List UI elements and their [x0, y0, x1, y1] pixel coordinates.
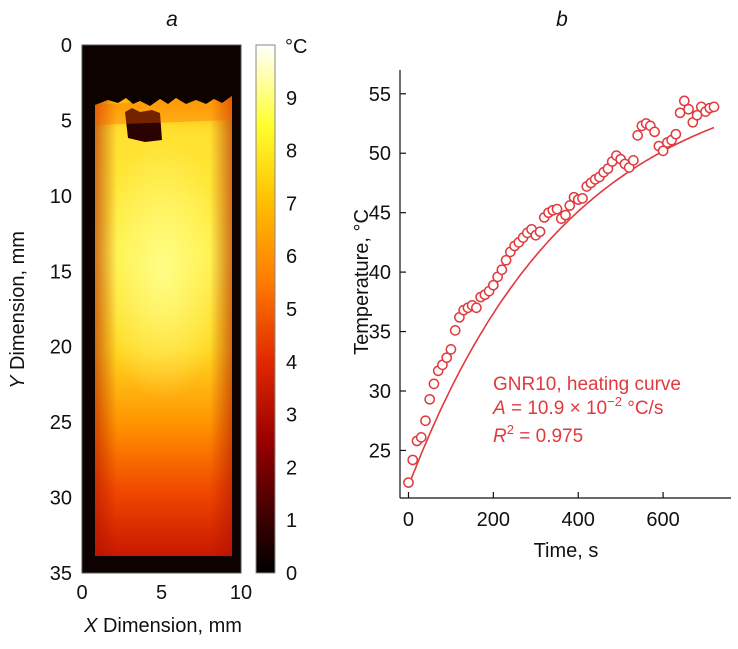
heatmap-y-ticks: 0 5 10 15 20 25 30 35 [50, 35, 72, 585]
data-point [488, 279, 499, 291]
curve-y-tick-label: 40 [369, 262, 391, 284]
data-point [496, 264, 508, 276]
heatmap-y-tick-label: 15 [50, 261, 72, 283]
data-point [407, 454, 419, 466]
data-point [471, 302, 482, 314]
rate-variable: A [492, 398, 506, 419]
data-point [670, 128, 682, 140]
data-point [678, 95, 690, 107]
y-label-text: Dimension, mm [7, 231, 29, 375]
colorbar-tick-label: 5 [286, 299, 297, 321]
data-point [649, 126, 660, 138]
data-point [683, 103, 694, 115]
curve-x-tick-label: 0 [403, 509, 414, 531]
panel-a-label: a [166, 8, 178, 31]
rate-exponent: −2 [607, 394, 622, 409]
heatmap-y-axis-label: Y Dimension, mm [7, 231, 29, 389]
r2-variable: R [493, 426, 507, 447]
data-point [415, 432, 427, 443]
data-point [628, 155, 639, 166]
heatmap-y-tick-label: 10 [50, 186, 72, 208]
heatmap-x-tick-label: 5 [156, 582, 167, 604]
data-point [403, 477, 414, 488]
data-point [560, 209, 571, 221]
data-point [449, 325, 461, 336]
curve-annotation: GNR10, heating curve A = 10.9 × 10−2 °C/… [492, 374, 681, 447]
colorbar-ticks: 0 1 2 3 4 5 6 7 8 9 [286, 88, 297, 585]
curve-x-tick-label: 200 [477, 509, 510, 531]
curve-y-tick-label: 30 [369, 381, 391, 403]
annotation-rate: A = 10.9 × 10−2 °C/s [492, 394, 663, 419]
heating-curve-plot: 25 30 35 40 45 50 55 0 200 400 600 [369, 70, 731, 531]
x-label-text: Dimension, mm [97, 615, 241, 637]
curve-y-ticks: 25 30 35 40 45 50 55 [369, 84, 406, 462]
colorbar-tick-label: 7 [286, 193, 297, 215]
curve-y-tick-label: 50 [369, 143, 391, 165]
heatmap-x-axis-label: X Dimension, mm [83, 615, 242, 637]
hot-zone [98, 140, 228, 400]
annotation-r2: R2 = 0.975 [493, 422, 583, 447]
data-point [534, 226, 546, 238]
curve-x-tick-label: 400 [562, 509, 595, 531]
data-point [577, 193, 588, 204]
curve-x-axis-label: Time, s [534, 540, 599, 562]
colorbar-tick-label: 2 [286, 457, 297, 479]
heatmap-x-tick-label: 0 [76, 582, 87, 604]
colorbar-tick-label: 0 [286, 563, 297, 585]
annotation-series-name: GNR10, heating curve [493, 374, 681, 395]
colorbar-tick-label: 1 [286, 510, 297, 532]
x-label-variable: X [83, 615, 98, 637]
curve-y-axis-label: Temperature, °C [351, 209, 373, 355]
data-point [420, 415, 431, 427]
rate-value: = 10.9 × 10 [506, 398, 607, 419]
heated-sample [95, 96, 232, 556]
colorbar: °C 0 1 2 3 4 5 6 7 8 9 [255, 36, 307, 585]
data-point [708, 101, 720, 113]
colorbar-tick-label: 9 [286, 88, 297, 110]
heatmap-x-ticks: 0 5 10 [76, 582, 252, 604]
colorbar-gradient [255, 44, 276, 574]
heatmap-y-tick-label: 25 [50, 412, 72, 434]
sample-right-edge [210, 96, 232, 556]
heatmap-plot [81, 44, 242, 574]
heatmap-x-tick-label: 10 [230, 582, 252, 604]
surface-band [95, 96, 232, 125]
heatmap-frame [81, 44, 242, 574]
colorbar-tick-label: 4 [286, 352, 297, 374]
data-point [424, 393, 436, 405]
heatmap-y-tick-label: 5 [61, 110, 72, 132]
data-point [657, 145, 669, 157]
colorbar-tick-label: 8 [286, 141, 297, 163]
data-point [551, 203, 563, 215]
data-point [428, 378, 440, 390]
dark-surface-notch [125, 108, 162, 142]
r2-exponent: 2 [507, 422, 514, 437]
sample-left-edge [95, 96, 117, 556]
curve-y-tick-label: 45 [369, 203, 391, 225]
rate-unit: °C/s [622, 398, 663, 419]
curve-y-tick-label: 55 [369, 84, 391, 106]
curve-y-tick-label: 35 [369, 322, 391, 344]
heatmap-y-tick-label: 0 [61, 35, 72, 57]
colorbar-unit: °C [285, 36, 307, 58]
data-point [632, 130, 643, 141]
panel-b-label: b [556, 8, 568, 31]
curve-x-ticks: 0 200 400 600 [403, 492, 680, 531]
r2-value: = 0.975 [514, 426, 583, 447]
heatmap-y-tick-label: 20 [50, 337, 72, 359]
data-point [445, 344, 457, 355]
data-point [500, 254, 512, 266]
colorbar-tick-label: 3 [286, 405, 297, 427]
y-label-variable: Y [7, 374, 29, 389]
data-point [564, 200, 576, 211]
colorbar-tick-label: 6 [286, 246, 297, 268]
heatmap-y-tick-label: 30 [50, 488, 72, 510]
data-point [441, 352, 453, 364]
data-points [403, 95, 720, 488]
curve-x-tick-label: 600 [646, 509, 679, 531]
heatmap-y-tick-label: 35 [50, 563, 72, 585]
curve-y-tick-label: 25 [369, 440, 391, 462]
